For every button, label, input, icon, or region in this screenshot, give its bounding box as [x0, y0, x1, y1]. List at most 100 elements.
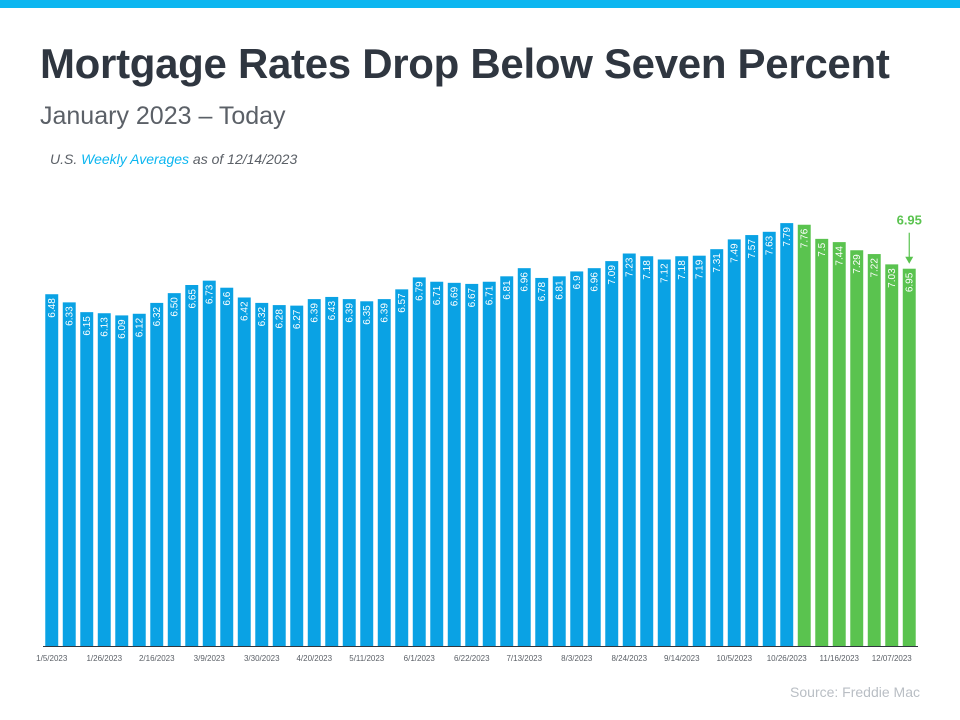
bar [150, 302, 164, 646]
bar [220, 287, 234, 646]
bar-value-label: 7.31 [712, 253, 723, 273]
bar-value-label: 7.23 [625, 257, 636, 277]
bar-value-label: 7.29 [852, 254, 863, 274]
bar [395, 289, 409, 646]
bar [360, 301, 374, 646]
bar-value-label: 6.69 [450, 286, 461, 306]
x-tick-label: 11/16/2023 [820, 654, 860, 663]
bar [692, 255, 706, 646]
bar [640, 256, 654, 646]
x-tick-label: 6/22/2023 [454, 654, 490, 663]
bar [377, 299, 391, 646]
bar-value-label: 6.6 [222, 291, 233, 305]
bar-value-label: 6.39 [380, 303, 391, 323]
bar [500, 276, 514, 646]
bar-value-label: 6.79 [415, 281, 426, 301]
bar-value-label: 7.18 [677, 260, 688, 280]
bar [570, 271, 584, 646]
bar [762, 231, 776, 647]
x-tick-label: 12/07/2023 [872, 654, 913, 663]
bar-value-label: 6.96 [590, 272, 601, 292]
x-tick-label: 9/14/2023 [664, 654, 700, 663]
note-prefix: U.S. [50, 151, 82, 167]
bar [622, 253, 636, 646]
bar [272, 305, 286, 646]
bar [97, 313, 111, 646]
note-suffix: as of 12/14/2023 [189, 151, 298, 167]
x-tick-label: 5/11/2023 [349, 654, 385, 663]
bar [185, 285, 199, 646]
bar-value-label: 7.12 [660, 263, 671, 283]
bar-value-label: 6.09 [117, 319, 128, 339]
bar-value-label: 6.32 [257, 306, 268, 326]
top-accent-bar [0, 0, 960, 8]
bar-value-label: 6.12 [135, 317, 146, 337]
bar-value-label: 7.09 [607, 265, 618, 285]
bar [517, 268, 531, 646]
bar-value-label: 7.19 [695, 259, 706, 279]
chart-subtitle: January 2023 – Today [40, 102, 286, 130]
bar-value-label: 7.44 [835, 246, 846, 266]
bar-value-label: 6.15 [82, 316, 93, 336]
bar-value-label: 6.81 [555, 280, 566, 300]
bar [850, 250, 864, 646]
x-tick-label: 1/26/2023 [86, 654, 122, 663]
bar-value-label: 6.48 [47, 298, 58, 318]
bar-value-label: 6.65 [187, 289, 198, 309]
x-tick-label: 10/5/2023 [716, 654, 752, 663]
bar-value-label: 7.63 [765, 235, 776, 255]
bar [307, 299, 321, 646]
x-tick-label: 1/5/2023 [36, 654, 68, 663]
note-highlight: Weekly Averages [81, 151, 190, 167]
bar-value-label: 6.28 [275, 309, 286, 329]
data-note: U.S. Weekly Averages as of 12/14/2023 [50, 151, 297, 167]
bar [465, 283, 479, 646]
bar [797, 224, 811, 647]
bar-value-label: 6.50 [170, 297, 181, 317]
bar [132, 313, 146, 646]
bar [832, 242, 846, 647]
callout-value-label: 6.95 [897, 213, 922, 228]
callout-arrow-head [905, 256, 914, 264]
bar [167, 293, 181, 646]
bar-value-label: 6.9 [572, 275, 583, 289]
x-tick-label: 8/3/2023 [561, 654, 593, 663]
source-credit: Source: Freddie Mac [790, 684, 920, 700]
bar [780, 223, 794, 647]
x-tick-label: 10/26/2023 [767, 654, 808, 663]
bar [290, 305, 304, 646]
x-tick-label: 3/30/2023 [244, 654, 280, 663]
bar [587, 268, 601, 646]
bar [80, 312, 94, 646]
bar-value-label: 6.71 [432, 285, 443, 305]
bar [430, 281, 444, 646]
chart-title: Mortgage Rates Drop Below Seven Percent [40, 40, 890, 87]
x-tick-label: 8/24/2023 [611, 654, 647, 663]
bar-value-label: 6.27 [292, 309, 303, 329]
bar-value-label: 6.73 [205, 284, 216, 304]
bar [710, 249, 724, 647]
bar [342, 299, 356, 646]
bar-value-label: 6.13 [100, 317, 111, 337]
bar-value-label: 6.43 [327, 301, 338, 321]
bar [535, 277, 549, 646]
bar [325, 296, 339, 646]
bar-value-label: 6.33 [65, 306, 76, 326]
bar-value-label: 6.78 [537, 282, 548, 302]
bar [675, 256, 689, 646]
bar [815, 238, 829, 647]
bar-value-label: 7.03 [887, 268, 898, 288]
bar-value-label: 7.76 [800, 228, 811, 248]
bar [657, 259, 671, 646]
bar [115, 315, 129, 646]
bar [727, 239, 741, 646]
bar-value-label: 7.5 [817, 242, 828, 256]
bar [255, 302, 269, 646]
bar-value-label: 6.32 [152, 306, 163, 326]
bar-value-label: 6.71 [485, 285, 496, 305]
bar-value-label: 6.39 [310, 303, 321, 323]
bar [552, 276, 566, 646]
bar-value-label: 6.39 [345, 303, 356, 323]
bar [412, 277, 426, 646]
bar-value-label: 6.57 [397, 293, 408, 313]
